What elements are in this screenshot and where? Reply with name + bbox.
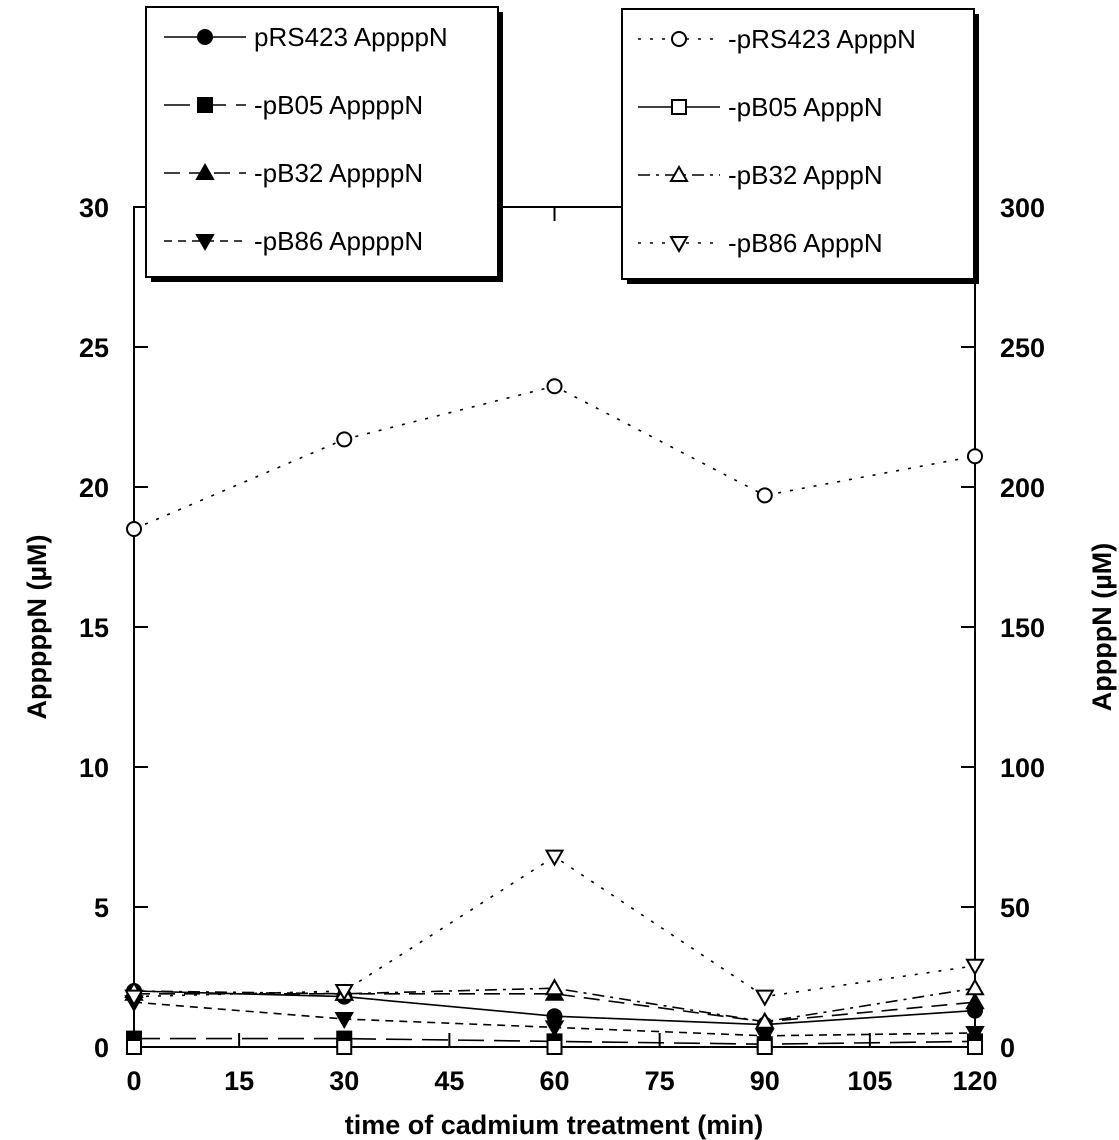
legend-label: -pB32 ApppN (728, 160, 883, 190)
data-point (544, 978, 565, 996)
series-5 (126, 1039, 983, 1055)
data-point (126, 1039, 142, 1055)
x-tick-label: 30 (329, 1066, 359, 1096)
left-tick-label: 20 (79, 473, 109, 503)
legend-label: -pB05 AppppN (254, 90, 423, 120)
series-7 (124, 849, 985, 1007)
right-tick-label: 50 (1000, 893, 1030, 923)
x-tick-label: 0 (126, 1066, 141, 1096)
legend-label: -pRS423 ApppN (728, 24, 916, 54)
data-point (755, 989, 775, 1007)
legend-right: -pRS423 ApppN -pB05 ApppN -pB32 ApppN -pB86… (621, 8, 979, 284)
left-tick-label: 10 (79, 753, 109, 783)
right-tick-label: 150 (1000, 613, 1045, 643)
left-tick-label: 0 (94, 1033, 109, 1063)
data-point (334, 984, 354, 1002)
data-point (544, 1020, 565, 1038)
data-point (336, 431, 353, 448)
data-point (967, 1039, 983, 1055)
data-point (755, 1028, 775, 1046)
data-point (756, 1039, 773, 1055)
right-tick-label: 250 (1000, 333, 1045, 363)
data-point (546, 378, 563, 395)
legend-label: -pB32 AppppN (254, 158, 423, 188)
series-4 (126, 378, 983, 537)
left-axis-title: ApppppN (µM) (22, 535, 52, 720)
data-point (546, 1039, 563, 1055)
legend-marker (197, 97, 213, 113)
right-tick-label: 200 (1000, 473, 1045, 503)
left-tick-label: 5 (94, 893, 109, 923)
legend-label: -pB05 ApppN (728, 92, 883, 122)
series-line (133, 987, 976, 1023)
x-tick-label: 60 (539, 1066, 569, 1096)
x-tick-label: 45 (434, 1066, 464, 1096)
data-point (124, 989, 144, 1007)
legend-left: pRS423 AppppN -pB05 AppppN -pB32 AppppN -pB… (145, 6, 503, 282)
legend-marker (195, 162, 215, 180)
data-point (965, 958, 985, 976)
legend-label: -pB86 ApppN (728, 228, 883, 258)
right-tick-label: 0 (1000, 1033, 1015, 1063)
x-tick-label: 90 (750, 1066, 780, 1096)
right-axis-title: AppppN (µM) (1087, 543, 1117, 712)
x-tick-label: 120 (952, 1066, 997, 1096)
plot-frame (133, 206, 976, 1048)
legend-label: pRS423 AppppN (254, 22, 448, 52)
x-tick-label: 75 (645, 1066, 675, 1096)
legend-marker (669, 164, 689, 182)
left-tick-label: 30 (79, 193, 109, 223)
legend-marker (671, 99, 687, 115)
series-line (133, 855, 976, 998)
legend-marker (669, 236, 689, 254)
data-point (965, 992, 985, 1010)
right-tick-label: 100 (1000, 753, 1045, 783)
x-axis-title: time of cadmium treatment (min) (345, 1110, 764, 1140)
series-line (133, 385, 976, 530)
x-tick-label: 105 (847, 1066, 892, 1096)
data-point (967, 448, 983, 465)
data-point (126, 521, 142, 537)
legend-marker (197, 29, 213, 45)
legend-left-box (145, 6, 499, 278)
data-point (756, 487, 773, 504)
data-point (965, 1026, 985, 1044)
data-point (965, 978, 985, 996)
data-point (755, 1011, 775, 1029)
series-line (134, 993, 976, 1023)
right-tick-label: 300 (1000, 193, 1045, 223)
legend-marker (671, 31, 687, 47)
x-tick-label: 15 (224, 1066, 254, 1096)
data-point (544, 849, 565, 867)
left-tick-label: 15 (79, 613, 109, 643)
data-point (336, 1039, 353, 1055)
legend-label: -pB86 AppppN (254, 226, 423, 256)
legend-marker (195, 234, 215, 252)
data-point (334, 1012, 354, 1030)
legend-right-box (621, 8, 975, 280)
left-tick-label: 25 (79, 333, 109, 363)
